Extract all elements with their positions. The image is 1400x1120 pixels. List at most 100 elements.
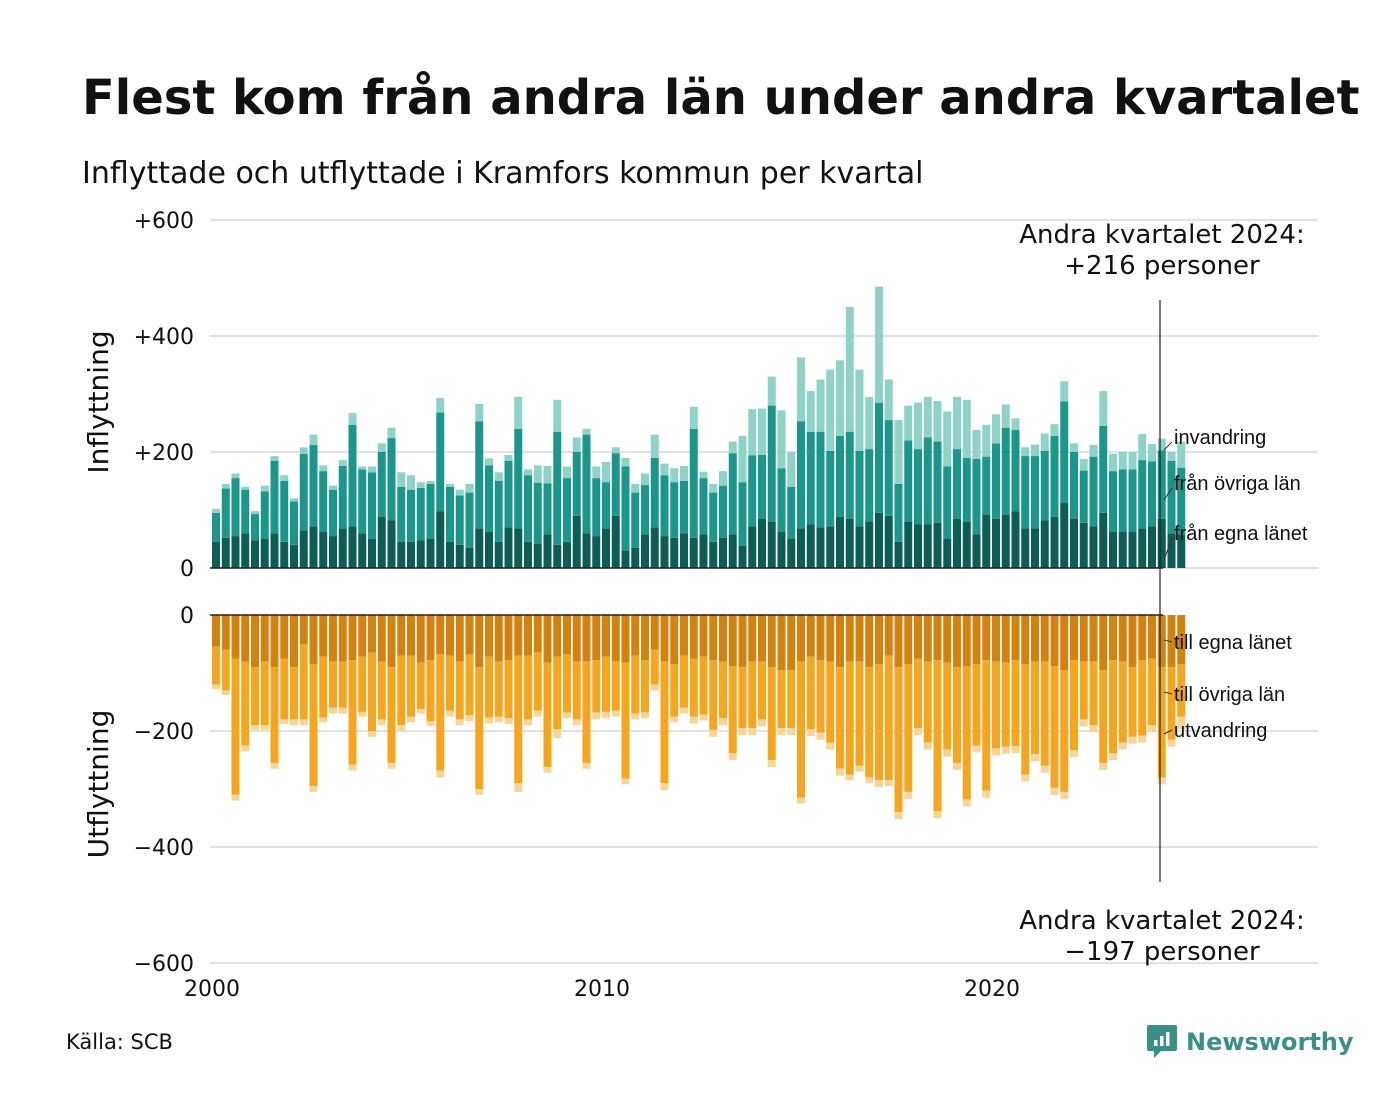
bar-inflow-2 bbox=[309, 445, 318, 527]
bar-inflow-3 bbox=[221, 483, 230, 489]
bar-outflow-1 bbox=[1138, 615, 1147, 661]
bar-inflow-3 bbox=[270, 456, 279, 461]
bar-inflow-2 bbox=[221, 488, 230, 538]
bar-inflow-3 bbox=[290, 498, 298, 502]
bar-outflow-1 bbox=[1021, 615, 1030, 665]
bar-outflow-1 bbox=[982, 615, 991, 661]
bar-outflow-2 bbox=[689, 658, 698, 717]
legend-label-outflow: utvandring bbox=[1174, 720, 1267, 742]
bar-inflow-2 bbox=[1177, 467, 1186, 535]
bar-inflow-3 bbox=[621, 457, 630, 467]
bar-outflow-2 bbox=[767, 667, 776, 760]
bar-inflow-3 bbox=[455, 489, 464, 496]
bar-outflow-3 bbox=[1021, 774, 1030, 782]
bar-outflow-3 bbox=[231, 794, 240, 801]
bar-outflow-2 bbox=[1001, 662, 1010, 747]
bar-outflow-2 bbox=[426, 660, 435, 722]
bar-inflow-1 bbox=[748, 526, 757, 568]
bar-inflow-2 bbox=[1050, 435, 1059, 517]
bar-inflow-3 bbox=[787, 452, 796, 487]
bar-outflow-1 bbox=[504, 615, 513, 661]
bar-inflow-1 bbox=[309, 526, 318, 568]
bar-inflow-1 bbox=[533, 543, 542, 568]
bar-inflow-2 bbox=[231, 478, 240, 537]
bar-outflow-2 bbox=[641, 660, 649, 713]
bar-inflow-2 bbox=[758, 454, 766, 519]
bar-inflow-1 bbox=[680, 533, 688, 568]
bar-inflow-3 bbox=[1011, 418, 1020, 430]
bar-inflow-2 bbox=[387, 438, 396, 521]
bar-outflow-3 bbox=[1138, 735, 1147, 743]
bar-outflow-2 bbox=[845, 661, 854, 775]
bar-inflow-3 bbox=[943, 411, 952, 467]
bar-inflow-2 bbox=[485, 465, 493, 533]
bar-outflow-3 bbox=[543, 766, 552, 773]
bar-inflow-1 bbox=[514, 528, 523, 568]
bar-inflow-2 bbox=[787, 486, 796, 539]
bar-outflow-1 bbox=[348, 615, 357, 661]
bar-inflow-1 bbox=[270, 533, 279, 568]
bar-inflow-1 bbox=[251, 540, 259, 568]
bar-outflow-1 bbox=[485, 615, 493, 657]
bar-inflow-1 bbox=[504, 527, 513, 568]
bar-outflow-1 bbox=[231, 615, 240, 659]
bar-inflow-3 bbox=[923, 396, 932, 438]
bar-outflow-1 bbox=[943, 615, 952, 663]
bar-inflow-3 bbox=[972, 429, 981, 459]
legend-label-outflow: till egna länet bbox=[1174, 632, 1292, 654]
bar-inflow-3 bbox=[660, 463, 669, 476]
bar-outflow-1 bbox=[1128, 615, 1137, 668]
bar-inflow-1 bbox=[777, 532, 786, 568]
bar-outflow-3 bbox=[1167, 739, 1176, 747]
bar-inflow-3 bbox=[582, 428, 591, 435]
bar-outflow-1 bbox=[797, 615, 805, 662]
bar-outflow-2 bbox=[543, 662, 552, 767]
bar-inflow-2 bbox=[894, 483, 903, 542]
bar-outflow-1 bbox=[933, 615, 942, 661]
source-note: Källa: SCB bbox=[66, 1030, 173, 1054]
bar-outflow-3 bbox=[1060, 791, 1069, 799]
bar-outflow-3 bbox=[251, 725, 259, 730]
bar-inflow-3 bbox=[358, 466, 367, 470]
bar-inflow-1 bbox=[767, 521, 776, 568]
bar-outflow-3 bbox=[865, 777, 874, 784]
bar-outflow-3 bbox=[631, 713, 640, 720]
bar-outflow-2 bbox=[787, 670, 796, 729]
bar-outflow-2 bbox=[894, 667, 903, 813]
bar-outflow-2 bbox=[865, 667, 874, 778]
bar-outflow-1 bbox=[475, 615, 484, 668]
bar-inflow-2 bbox=[660, 475, 669, 537]
bar-outflow-3 bbox=[650, 684, 659, 691]
bar-outflow-1 bbox=[446, 615, 454, 656]
bar-outflow-1 bbox=[650, 615, 659, 650]
bar-outflow-1 bbox=[1050, 615, 1059, 667]
bar-outflow-3 bbox=[709, 729, 718, 737]
y-axis-label-outflow: Utflyttning bbox=[82, 710, 115, 859]
legend-leader-inflow bbox=[1163, 537, 1173, 561]
bar-inflow-1 bbox=[358, 533, 367, 568]
bar-inflow-1 bbox=[933, 522, 942, 568]
bar-inflow-2 bbox=[368, 472, 376, 539]
legend-leader-outflow bbox=[1163, 639, 1173, 643]
bar-outflow-3 bbox=[1128, 736, 1137, 744]
bar-outflow-1 bbox=[270, 615, 279, 668]
bar-inflow-3 bbox=[982, 424, 991, 457]
bar-inflow-3 bbox=[416, 482, 425, 488]
legend-label-inflow: från egna länet bbox=[1174, 523, 1308, 545]
bar-outflow-1 bbox=[553, 615, 562, 657]
bar-outflow-3 bbox=[728, 753, 737, 760]
bar-inflow-3 bbox=[407, 475, 415, 490]
bar-inflow-2 bbox=[728, 453, 737, 535]
bar-inflow-3 bbox=[553, 399, 562, 432]
bar-outflow-3 bbox=[689, 716, 698, 724]
bar-outflow-1 bbox=[670, 615, 679, 665]
bar-inflow-3 bbox=[748, 409, 757, 456]
bar-inflow-1 bbox=[592, 536, 601, 568]
bar-outflow-3 bbox=[962, 799, 971, 807]
bar-outflow-2 bbox=[290, 667, 298, 720]
bar-inflow-3 bbox=[563, 466, 571, 479]
y-tick-label-inflow: +600 bbox=[134, 209, 194, 234]
legend-label-inflow: invandring bbox=[1174, 427, 1266, 449]
bar-outflow-1 bbox=[611, 615, 620, 662]
bar-inflow-2 bbox=[670, 482, 679, 538]
